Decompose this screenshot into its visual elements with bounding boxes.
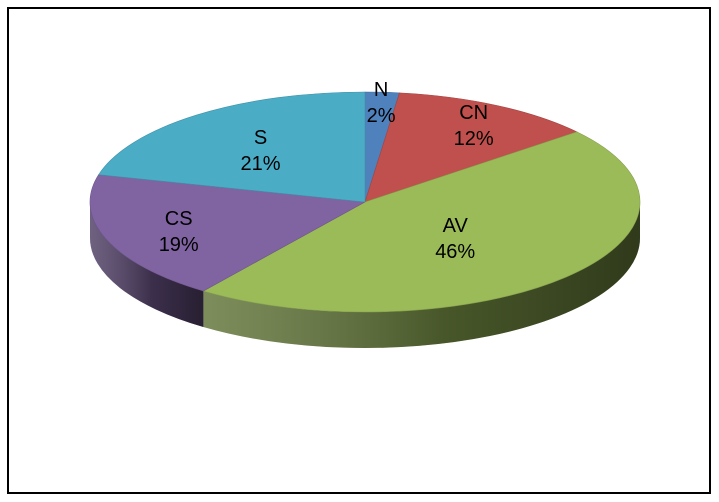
- pie-slice-s: [98, 91, 366, 203]
- slice-label-cs-category: CS: [165, 208, 193, 230]
- pie-slice-cn: [364, 92, 578, 203]
- pie-side-walls: [90, 202, 640, 348]
- pie-top-faces: [89, 91, 641, 313]
- slice-label-n-category: N: [374, 79, 388, 101]
- slice-label-n-percent: 2%: [367, 105, 396, 127]
- pie-slice-av: [202, 131, 641, 313]
- slice-label-cs-percent: 19%: [159, 234, 199, 256]
- slice-label-av-percent: 46%: [435, 241, 475, 263]
- pie-slice-cs: [89, 174, 366, 292]
- pie-side-shading-av: [203, 202, 640, 348]
- slice-label-cn-category: CN: [459, 102, 488, 124]
- pie-data-labels: N 2% CN 12% AV 46% CS 19% S 21%: [159, 79, 494, 263]
- slice-label-cn-percent: 12%: [454, 128, 494, 150]
- slice-label-s-category: S: [254, 127, 267, 149]
- slice-label-s-percent: 21%: [240, 153, 280, 175]
- pie-side-shading-cs: [90, 202, 204, 327]
- slice-label-av-category: AV: [443, 215, 469, 237]
